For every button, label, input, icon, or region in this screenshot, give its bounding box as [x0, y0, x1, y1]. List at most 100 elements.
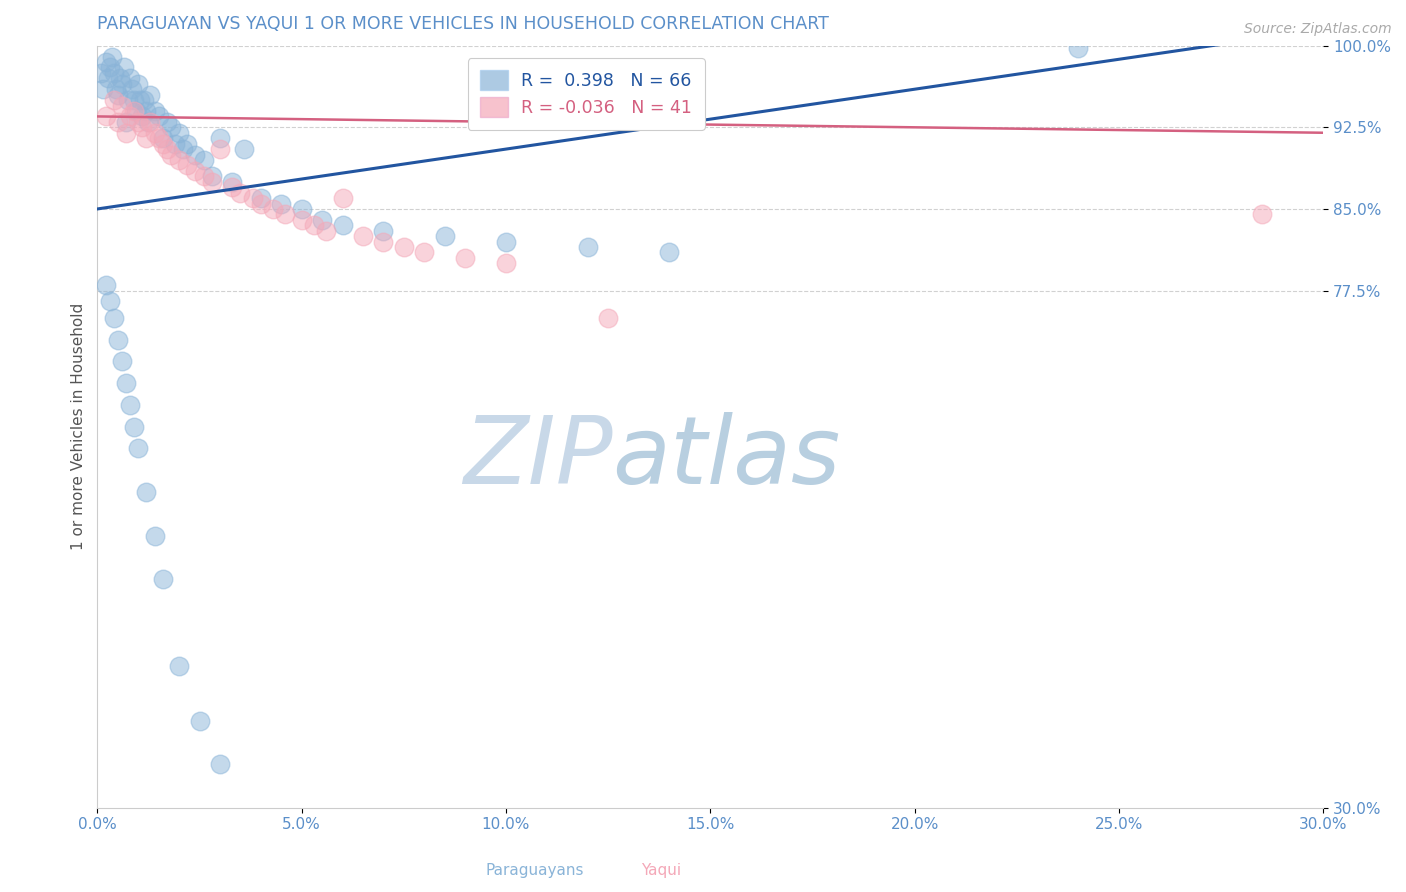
Point: [1067, 41, 1090, 55]
Point: [125, 103, 148, 118]
Point: [291, 212, 314, 227]
Point: [93, 82, 115, 96]
Point: [122, 419, 145, 434]
Point: [193, 169, 215, 184]
Point: [208, 131, 231, 145]
Point: [111, 77, 134, 91]
Point: [433, 229, 456, 244]
Point: [576, 240, 599, 254]
Point: [658, 245, 681, 260]
Point: [134, 93, 156, 107]
Point: [103, 66, 125, 80]
Point: [172, 142, 194, 156]
Point: [148, 131, 170, 145]
Point: [184, 164, 207, 178]
Point: [98, 61, 121, 75]
Point: [107, 115, 129, 129]
Point: [156, 142, 179, 156]
Point: [352, 229, 374, 244]
Point: [111, 98, 134, 112]
Point: [115, 126, 138, 140]
Point: [135, 103, 157, 118]
Text: PARAGUAYAN VS YAQUI 1 OR MORE VEHICLES IN HOUSEHOLD CORRELATION CHART: PARAGUAYAN VS YAQUI 1 OR MORE VEHICLES I…: [97, 15, 830, 33]
Point: [176, 136, 198, 151]
Point: [148, 110, 170, 124]
Point: [373, 224, 395, 238]
Point: [193, 153, 215, 167]
Point: [302, 219, 325, 233]
Point: [233, 142, 256, 156]
Point: [152, 136, 174, 151]
Point: [115, 376, 138, 391]
Text: Paraguayans: Paraguayans: [485, 863, 583, 878]
Point: [143, 126, 166, 140]
Point: [129, 93, 152, 107]
Point: [118, 398, 141, 412]
Point: [111, 354, 134, 368]
Point: [221, 180, 243, 194]
Point: [332, 219, 354, 233]
Point: [163, 136, 186, 151]
Point: [138, 115, 160, 129]
Point: [201, 175, 224, 189]
Point: [262, 202, 284, 216]
Point: [229, 186, 252, 200]
Legend: R =  0.398   N = 66, R = -0.036   N = 41: R = 0.398 N = 66, R = -0.036 N = 41: [468, 58, 704, 129]
Point: [127, 115, 149, 129]
Point: [90, 66, 112, 80]
Point: [152, 131, 174, 145]
Point: [495, 256, 517, 270]
Text: ZIP: ZIP: [463, 411, 612, 503]
Point: [184, 147, 207, 161]
Point: [121, 82, 143, 96]
Point: [112, 61, 135, 75]
Point: [201, 169, 224, 184]
Point: [208, 757, 231, 772]
Point: [103, 93, 125, 107]
Point: [249, 196, 271, 211]
Point: [115, 115, 138, 129]
Text: atlas: atlas: [612, 411, 841, 503]
Point: [536, 71, 558, 86]
Point: [167, 659, 190, 673]
Point: [315, 224, 337, 238]
Point: [118, 110, 141, 124]
Point: [118, 71, 141, 86]
Text: Source: ZipAtlas.com: Source: ZipAtlas.com: [1244, 22, 1392, 37]
Point: [373, 235, 395, 249]
Point: [160, 147, 183, 161]
Point: [135, 485, 157, 500]
Point: [135, 131, 157, 145]
Point: [107, 87, 129, 102]
Point: [495, 235, 517, 249]
Point: [274, 207, 297, 221]
Point: [249, 191, 271, 205]
Point: [127, 442, 149, 456]
Point: [311, 212, 333, 227]
Point: [108, 71, 131, 86]
Point: [152, 572, 174, 586]
Point: [176, 158, 198, 172]
Point: [291, 202, 314, 216]
Point: [188, 714, 211, 728]
Point: [242, 191, 264, 205]
Point: [127, 77, 149, 91]
Point: [392, 240, 415, 254]
Point: [1251, 207, 1274, 221]
Point: [107, 333, 129, 347]
Point: [122, 103, 145, 118]
Point: [104, 82, 127, 96]
Point: [160, 120, 183, 135]
Point: [143, 528, 166, 542]
Point: [156, 115, 179, 129]
Point: [131, 120, 153, 135]
Point: [167, 126, 190, 140]
Point: [100, 49, 122, 63]
Point: [131, 110, 153, 124]
Point: [167, 153, 190, 167]
Point: [98, 294, 121, 309]
Point: [117, 93, 139, 107]
Point: [270, 196, 292, 211]
Point: [103, 310, 125, 325]
Point: [208, 142, 231, 156]
